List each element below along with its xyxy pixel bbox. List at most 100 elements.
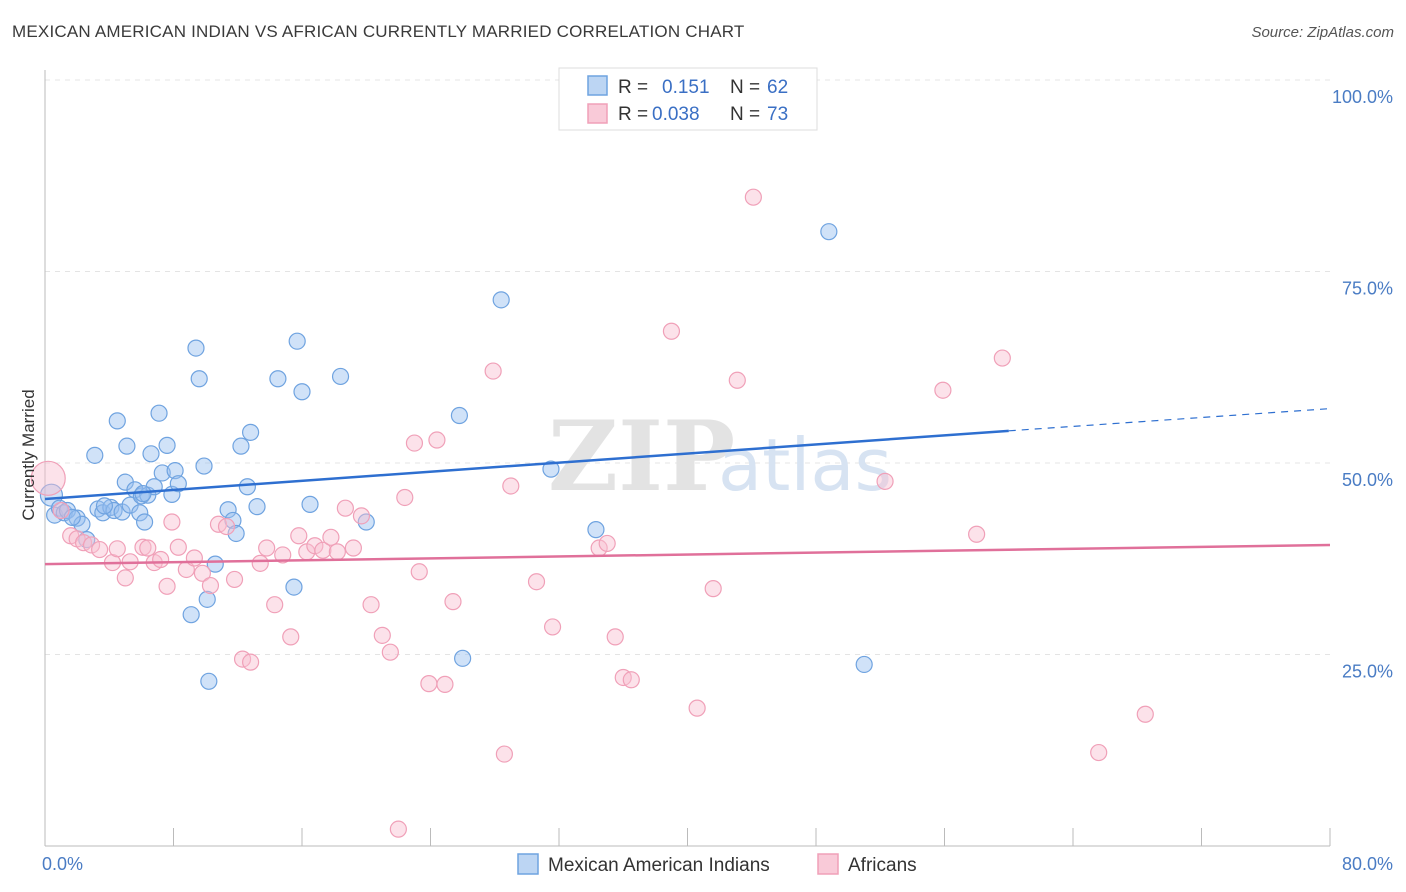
point-pink-21 (201, 576, 220, 595)
point-pink-51 (444, 593, 462, 611)
point-pink-38 (336, 499, 354, 517)
y-tick-label-2: 50.0% (1342, 470, 1393, 490)
legend-r-value-1: 0.151 (662, 77, 710, 98)
point-pink-6 (91, 540, 109, 559)
point-pink-19 (185, 549, 203, 567)
top-legend: R = 0.151 N = 62 R = 0.038 N = 73 (558, 67, 818, 131)
point-pink-64 (704, 580, 722, 598)
legend-r-label-1: R = (618, 77, 648, 98)
point-pink-62 (662, 322, 681, 340)
point-pink-53 (495, 745, 513, 763)
point-pink-49 (428, 431, 446, 449)
point-blue-26 (153, 464, 171, 482)
legend-n-value-1: 62 (767, 77, 788, 98)
point-pink-65 (728, 371, 746, 389)
point-pink-20 (193, 564, 212, 582)
point-pink-16 (163, 513, 181, 531)
point-pink-48 (420, 675, 438, 693)
point-pink-39 (344, 539, 362, 557)
point-blue-27 (158, 436, 176, 454)
point-pink-37 (328, 543, 346, 561)
point-pink-11 (134, 538, 152, 556)
point-blue-30 (169, 475, 187, 493)
point-blue-39 (227, 524, 245, 543)
point-blue-19 (131, 504, 149, 522)
y-tick-label-1: 75.0% (1342, 279, 1393, 299)
point-blue-3 (55, 504, 73, 522)
point-pink-26 (242, 653, 260, 671)
point-pink-61 (622, 671, 640, 689)
point-pink-9 (116, 569, 134, 587)
point-pink-34 (306, 537, 324, 555)
x-tick-label-0: 0.0% (42, 854, 83, 874)
point-pink-71 (1090, 743, 1108, 762)
watermark-atlas: atlas (718, 423, 892, 507)
point-blue-59 (95, 497, 114, 515)
point-pink-24 (225, 570, 244, 589)
chart-title: MEXICAN AMERICAN INDIAN VS AFRICAN CURRE… (12, 22, 745, 41)
point-pink-43 (381, 643, 399, 661)
legend-n-label-1: N = (730, 77, 760, 98)
point-pink-47 (410, 563, 428, 581)
x-tick-labels: 0.0% 80.0% (42, 854, 1393, 874)
point-blue-40 (232, 437, 250, 455)
bottom-legend: Mexican American Indians Africans (517, 853, 917, 876)
point-blue-13 (108, 412, 126, 430)
legend-swatch-pink (587, 103, 608, 124)
point-blue-45 (285, 578, 303, 596)
point-pink-45 (396, 488, 414, 507)
bottom-legend-label-pink: Africans (848, 855, 917, 876)
point-blue-34 (198, 590, 216, 608)
point-pink-5 (82, 536, 101, 554)
trend-line-pink (44, 543, 1331, 566)
point-blue-52 (454, 649, 472, 667)
point-blue-41 (238, 478, 256, 496)
point-pink-14 (152, 550, 170, 569)
point-pink-35 (314, 541, 332, 559)
point-pink-52 (484, 362, 502, 380)
legend-n-value-2: 73 (767, 104, 788, 125)
gridlines (45, 79, 1330, 655)
axes (44, 70, 1331, 847)
point-pink-27 (251, 554, 269, 572)
point-blue-21 (135, 513, 154, 531)
point-blue-58 (182, 606, 200, 624)
trend-line-blue (44, 429, 1009, 501)
point-blue-29 (166, 462, 184, 480)
y-tick-label-0: 100.0% (1332, 87, 1393, 107)
legend-r-value-2: 0.038 (652, 104, 700, 125)
bottom-legend-swatch-blue (517, 853, 539, 875)
point-pink-54 (502, 477, 520, 495)
point-pink-32 (290, 527, 308, 545)
point-pink-50 (436, 675, 454, 693)
point-pink-23 (217, 517, 236, 536)
point-blue-37 (219, 501, 237, 519)
point-pink-46 (405, 434, 424, 452)
point-pink-15 (158, 577, 176, 595)
point-blue-56 (820, 223, 838, 241)
y-tick-labels: 100.0% 75.0% 50.0% 25.0% (1332, 87, 1393, 682)
point-blue-23 (142, 445, 160, 463)
point-blue-48 (301, 495, 319, 513)
point-pink-0 (30, 460, 66, 496)
point-pink-42 (373, 626, 391, 644)
point-pink-67 (876, 472, 894, 490)
point-blue-8 (86, 446, 104, 464)
point-pink-12 (139, 539, 157, 557)
point-blue-11 (102, 498, 120, 517)
y-axis-label: Currently Married (19, 389, 38, 520)
point-pink-17 (169, 538, 187, 556)
point-blue-46 (288, 332, 306, 350)
point-blue-25 (150, 404, 168, 422)
point-blue-7 (78, 530, 96, 549)
point-pink-30 (274, 546, 292, 564)
point-pink-44 (389, 820, 407, 838)
point-blue-36 (206, 555, 224, 573)
point-blue-43 (248, 498, 266, 516)
point-blue-57 (855, 655, 873, 674)
legend-swatch-blue (587, 75, 608, 96)
point-blue-32 (190, 370, 208, 388)
point-pink-1 (52, 501, 70, 520)
x-tick-label-1: 80.0% (1342, 854, 1393, 874)
